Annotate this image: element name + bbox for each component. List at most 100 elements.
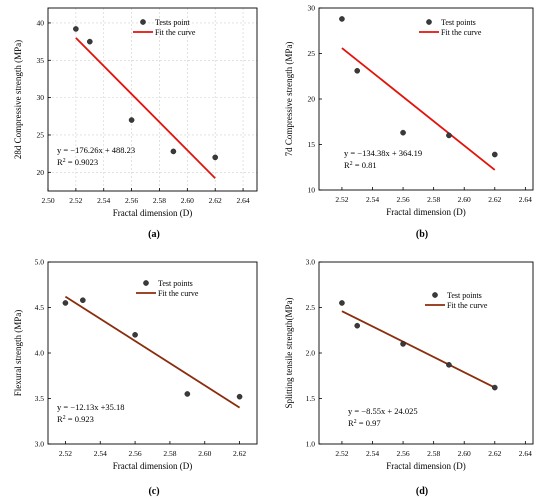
y-tick-label: 25 (37, 130, 45, 139)
panel-label: (b) (416, 229, 428, 240)
y-axis-title: 28d Compressive strength (MPa) (13, 40, 23, 159)
x-axis-title: Fractal dimension (D) (386, 461, 465, 471)
data-point (184, 391, 191, 397)
x-tick-label: 2.52 (59, 449, 72, 458)
x-tick-label: 2.56 (397, 449, 410, 458)
x-tick-label: 2.64 (519, 449, 532, 458)
y-tick-label: 3.0 (35, 440, 45, 449)
x-tick-label: 2.58 (153, 196, 166, 205)
y-tick-label: 30 (308, 4, 316, 13)
x-tick-label: 2.54 (97, 196, 110, 205)
data-point (354, 67, 361, 74)
panel-label: (c) (148, 486, 159, 497)
x-tick-label: 2.64 (237, 196, 250, 205)
y-axis-title: 7d Compressive strength (MPa) (284, 42, 294, 157)
x-tick-label: 2.50 (41, 196, 54, 205)
panel-label: (a) (148, 229, 160, 240)
y-axis-title: Flexural strength (MPa) (13, 310, 23, 396)
regression-equation: y = −134.38x + 364.19 (344, 148, 422, 158)
legend-label-points: Test points (441, 18, 476, 27)
data-point (73, 26, 79, 32)
data-point (339, 16, 345, 22)
legend-marker-points (432, 292, 438, 298)
y-tick-label: 3.5 (35, 394, 45, 403)
data-point (491, 384, 498, 391)
data-point (236, 393, 243, 400)
data-point (339, 300, 345, 306)
regression-equation: y = −176.26x + 488.23 (57, 145, 135, 155)
x-tick-label: 2.58 (427, 195, 440, 204)
gridlines (47, 8, 257, 191)
legend-label-fit: Fit the curve (441, 28, 482, 37)
y-axis-title: Splitting tensile strength(MPa) (284, 298, 294, 409)
chart-panel-1: 2.50 2.52 2.54 2.56 2.58 2.60 2.62 2.64 20 25 30 35… (13, 7, 258, 240)
legend-label-points: Test points (447, 291, 482, 300)
y-tick-label: 4.5 (35, 303, 45, 312)
data-point (446, 362, 452, 368)
x-tick-label: 2.56 (125, 196, 138, 205)
data-point (354, 322, 361, 329)
x-axis-title: Fractal dimension (D) (113, 208, 192, 218)
data-point (491, 151, 498, 158)
r-squared: R2 = 0.97 (348, 418, 381, 428)
data-point (62, 300, 69, 306)
x-tick-label: 2.62 (209, 196, 222, 205)
panel-label: (d) (416, 486, 428, 497)
x-tick-label: 2.60 (181, 196, 194, 205)
x-axis-title: Fractal dimension (D) (113, 461, 192, 471)
data-point (80, 297, 86, 304)
legend-label-points: Tests point (155, 18, 191, 27)
chart-panel-2: 2.52 2.54 2.56 2.58 2.60 2.62 2.64 10 15 20 25 30 Fr… (284, 4, 534, 240)
y-tick-label: 35 (37, 56, 45, 65)
x-tick-label: 2.56 (397, 195, 410, 204)
data-point (132, 331, 138, 338)
r-squared: R2 = 0.9023 (57, 157, 98, 167)
regression-equation: y = −12.13x +35.18 (57, 402, 125, 412)
x-tick-label: 2.60 (458, 195, 471, 204)
x-tick-label: 2.62 (488, 195, 501, 204)
y-tick-label: 20 (308, 95, 316, 104)
y-tick-label: 1.0 (306, 440, 316, 449)
r-squared: R2 = 0.923 (57, 414, 94, 424)
y-tick-label: 3.0 (306, 258, 316, 267)
y-tick-label: 30 (37, 93, 45, 102)
y-tick-label: 5.0 (35, 258, 45, 267)
data-point (446, 132, 452, 139)
y-tick-label: 1.5 (306, 394, 316, 403)
fit-line (341, 310, 496, 389)
data-point (400, 129, 406, 136)
x-tick-label: 2.52 (69, 196, 82, 205)
data-point (128, 117, 135, 123)
x-tick-label: 2.54 (366, 449, 379, 458)
y-tick-label: 2.5 (306, 303, 316, 312)
legend-marker-points (143, 280, 149, 286)
data-point (212, 154, 218, 161)
x-tick-label: 2.52 (335, 195, 348, 204)
r-squared: R2 = 0.81 (344, 160, 377, 170)
x-tick-label: 2.62 (488, 449, 501, 458)
chart-panel-4: 2.52 2.54 2.56 2.58 2.60 2.62 2.64 1.0 1.5 2.0 2.5… (284, 258, 534, 497)
y-tick-label: 4.0 (35, 349, 45, 358)
x-tick-label: 2.58 (427, 449, 440, 458)
regression-equation: y = −8.55x + 24.025 (348, 406, 418, 416)
legend-marker-points (426, 19, 432, 25)
data-point (170, 148, 177, 155)
y-tick-label: 20 (37, 168, 45, 177)
x-tick-label: 2.60 (198, 449, 211, 458)
x-tick-label: 2.58 (163, 449, 176, 458)
data-point (400, 341, 406, 347)
legend-marker-points (140, 19, 146, 25)
chart-panel-3: 2.52 2.54 2.56 2.58 2.60 2.62 3.0 3.5 4.0 4.5 5.0 F… (13, 258, 258, 497)
fit-line (75, 37, 216, 179)
x-tick-label: 2.62 (233, 449, 246, 458)
x-tick-label: 2.64 (519, 195, 532, 204)
x-tick-label: 2.60 (458, 449, 471, 458)
y-tick-label: 25 (308, 49, 316, 58)
legend-label-fit: Fit the curve (447, 301, 488, 310)
x-axis-title: Fractal dimension (D) (386, 207, 465, 217)
